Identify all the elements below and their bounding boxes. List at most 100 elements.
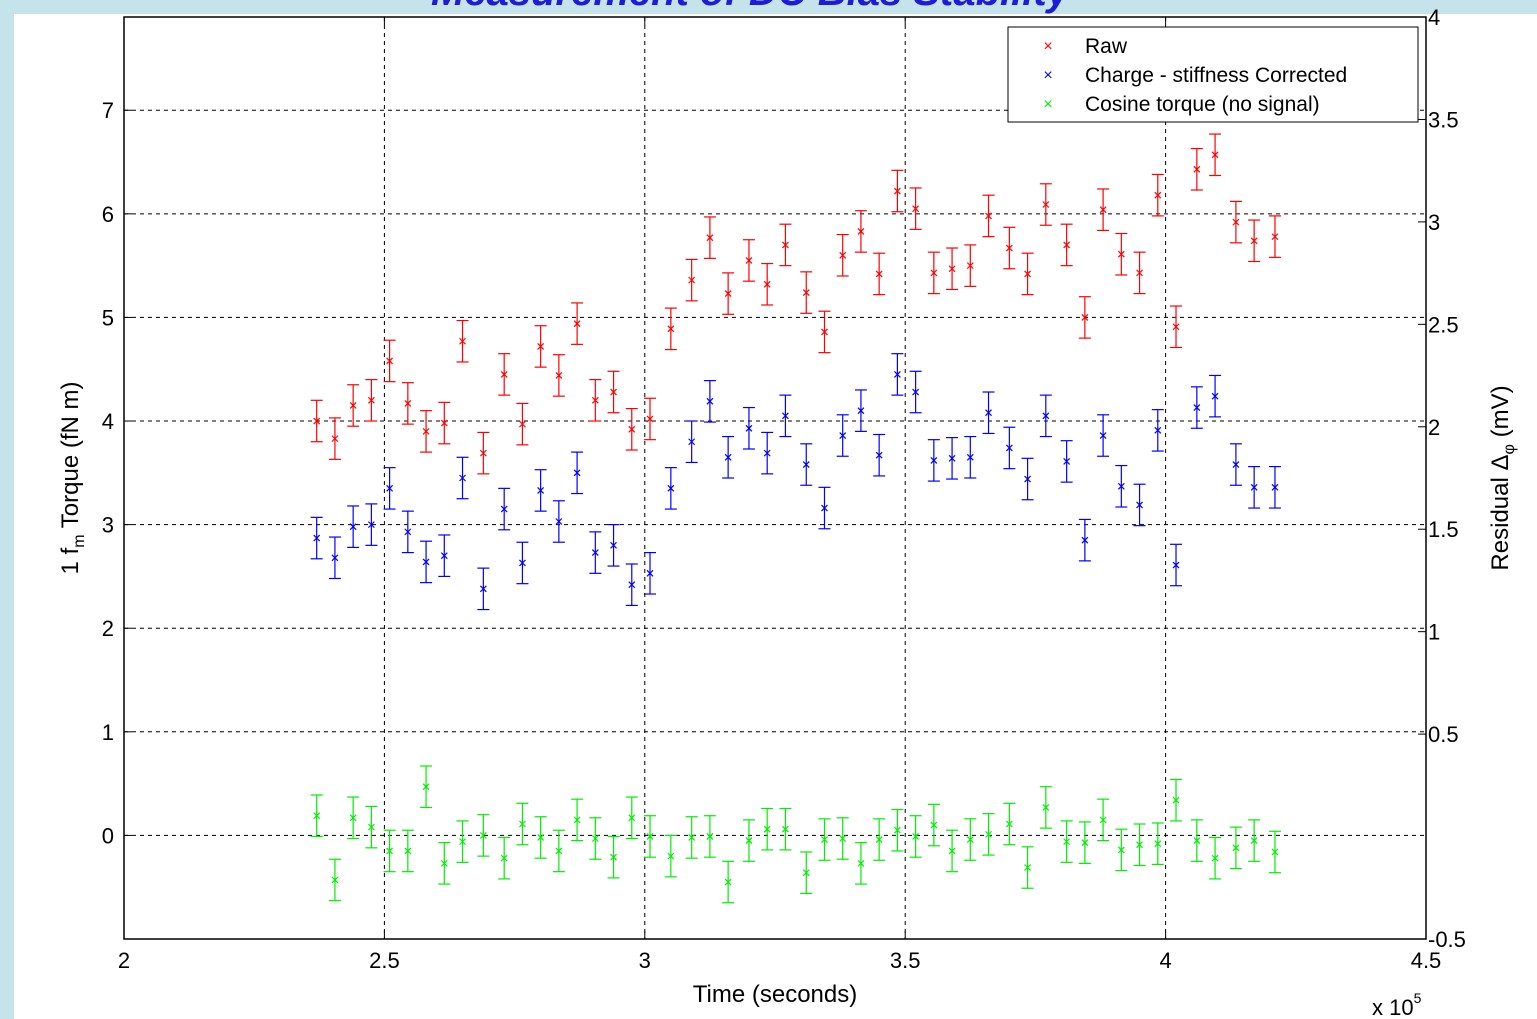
data-point [1039, 394, 1052, 438]
marker-stroke-b [367, 521, 375, 529]
marker-stroke-b [893, 826, 901, 834]
data-point [477, 567, 490, 611]
data-point [909, 370, 922, 414]
x-tick-label: 4.5 [1411, 948, 1442, 973]
marker-stroke-b [667, 852, 675, 860]
legend-marker-raw: × [1043, 38, 1052, 55]
data-point [685, 258, 698, 302]
data-point [703, 380, 716, 423]
marker-stroke-b [610, 541, 617, 549]
marker-stroke-b [1063, 241, 1071, 249]
y2-axis-label: Residual Δφ (mV) [1487, 385, 1518, 570]
marker-stroke-b [1005, 444, 1013, 452]
marker-stroke-b [537, 487, 545, 494]
data-point [964, 435, 977, 479]
data-point [1097, 188, 1110, 232]
data-point [1003, 226, 1016, 270]
data-point [1151, 822, 1164, 866]
axis-ticks: 2 2.5 3 3.5 4 4.5 0 1 2 3 4 5 6 7 -0.5 0.5 1 1.5 2 2.5 3 3.5 4 [102, 5, 1466, 973]
data-point [685, 816, 698, 859]
marker-stroke-b [573, 816, 581, 824]
data-point [1021, 846, 1034, 889]
data-point [946, 829, 959, 873]
marker-stroke-b [573, 469, 581, 477]
data-point [800, 271, 813, 314]
marker-stroke-b [912, 833, 920, 840]
marker-stroke-b [386, 357, 394, 365]
data-point [722, 860, 735, 904]
data-point [438, 842, 451, 885]
series-0 [310, 133, 1281, 475]
series-1 [310, 353, 1281, 611]
marker-stroke-b [422, 427, 430, 435]
marker-stroke-b [591, 549, 599, 557]
data-point [854, 842, 867, 885]
data-point [818, 818, 831, 861]
data-point [800, 851, 813, 895]
legend-marker-corrected: × [1043, 67, 1052, 84]
marker-stroke-b [537, 834, 545, 841]
marker-stroke-b [591, 835, 599, 842]
marker-stroke-b [1024, 864, 1032, 871]
data-point [347, 796, 360, 840]
marker-stroke-b [440, 552, 448, 560]
data-point [1133, 823, 1146, 867]
marker-stroke-b [724, 290, 732, 298]
marker-stroke-b [1136, 841, 1143, 849]
data-point [891, 353, 904, 396]
data-point [818, 310, 831, 354]
marker-stroke-b [537, 343, 545, 350]
data-point [1229, 443, 1242, 486]
data-point [982, 391, 995, 435]
data-point [891, 169, 904, 213]
plot-area [123, 16, 1427, 940]
y-tick-label: 6 [102, 202, 114, 227]
y-tick-label: 5 [102, 305, 114, 330]
data-point [1060, 820, 1073, 863]
data-point [779, 223, 792, 267]
data-point [607, 835, 620, 879]
data-point [552, 500, 565, 543]
y2-tick-label: 4 [1428, 5, 1440, 30]
x-tick-label: 3 [639, 948, 651, 973]
marker-stroke-b [930, 821, 938, 829]
marker-stroke-b [1042, 412, 1050, 420]
data-point [761, 807, 774, 851]
data-point [664, 467, 677, 510]
marker-stroke-b [1193, 837, 1201, 845]
data-point [1115, 232, 1128, 276]
data-point [1209, 836, 1222, 880]
marker-stroke-b [555, 372, 563, 379]
data-point [420, 410, 433, 453]
marker-stroke-b [985, 409, 992, 417]
marker-stroke-b [422, 558, 430, 566]
marker-stroke-b [349, 814, 357, 822]
data-point [1151, 409, 1164, 452]
data-point [1190, 819, 1203, 862]
marker-stroke-b [1081, 839, 1089, 847]
marker-stroke-b [930, 456, 938, 464]
y-tick-label: 3 [102, 513, 114, 538]
series-2 [310, 765, 1281, 904]
data-point [1209, 133, 1222, 177]
data-point [1021, 457, 1034, 501]
marker-stroke-b [1063, 838, 1071, 846]
data-point [401, 829, 414, 873]
data-point [644, 815, 657, 858]
marker-stroke-b [1211, 854, 1219, 862]
marker-stroke-b [1005, 820, 1013, 828]
marker-stroke-b [422, 783, 430, 791]
y2-axis-label-part1: Residual Δ [1487, 454, 1514, 570]
marker-stroke-b [930, 269, 938, 277]
marker-stroke-b [688, 438, 696, 446]
marker-stroke-b [875, 270, 883, 278]
data-point [927, 803, 940, 847]
x-tick-label: 2.5 [369, 948, 400, 973]
data-point [365, 503, 378, 546]
marker-stroke-b [1154, 191, 1162, 199]
marker-stroke-b [966, 836, 974, 843]
y2-axis-label-part2: (mV) [1487, 385, 1514, 444]
marker-stroke-b [1042, 804, 1050, 811]
data-point [1078, 296, 1091, 339]
